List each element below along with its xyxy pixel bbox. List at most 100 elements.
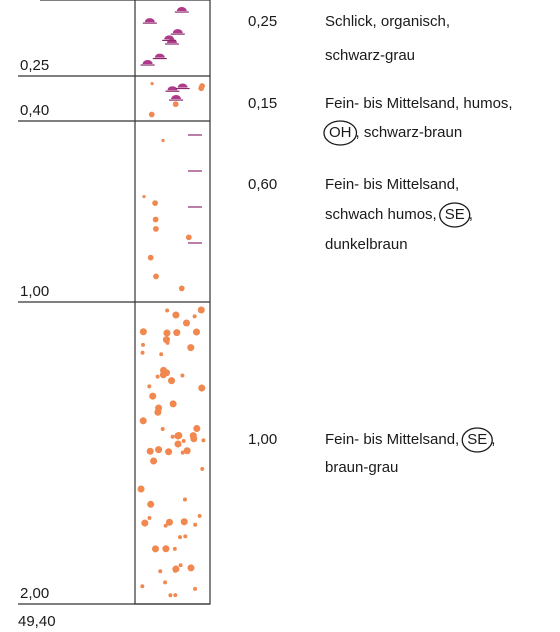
sand-dot [140,350,145,355]
sand-dot [152,226,159,232]
sand-dot [168,593,173,598]
sand-dot [152,200,158,206]
layer-description: , schwarz-braun [356,124,463,141]
sand-dot [163,523,168,528]
sand-dot [173,593,178,598]
thickness-label: 0,60 [248,176,277,193]
sand-dot [193,586,198,591]
sand-dot [152,216,159,223]
organic-mark [176,7,187,12]
sand-dot [172,565,180,573]
layer-description: Schlick, organisch, [325,13,450,30]
sand-dot [165,308,170,313]
sand-dot [162,369,171,377]
layer-description: Fein- bis Mittelsand, [325,176,459,193]
sand-dot [163,580,168,585]
organic-mark [167,86,178,91]
elevation-label: 49,40 [18,613,56,630]
sand-dot [168,377,176,385]
sand-dot [172,311,180,319]
sand-dot [182,497,187,502]
sand-dot [141,342,145,347]
sand-dot [198,384,206,392]
sand-dot [160,426,165,431]
sand-dot [185,234,192,241]
sand-dot [189,432,197,440]
soil-group-code: OH [329,124,352,141]
organic-mark [154,53,165,58]
sand-dot [159,352,164,357]
code-circle [439,202,471,228]
depth-label: 1,00 [20,283,49,300]
sand-dot [149,392,157,400]
sand-dot [150,82,154,86]
sand-dot [178,285,185,292]
sand-dot [182,319,190,327]
sand-dot [155,404,163,412]
code-circle [461,427,493,453]
sand-dot [201,438,206,443]
soil-group-code: SE [445,206,465,223]
sand-dot [175,431,183,439]
sand-dot [139,417,147,425]
code-circle [323,120,358,146]
sand-dot [197,513,202,518]
sand-dot [141,519,149,527]
sand-dot [150,457,158,465]
sand-dot [187,564,195,572]
sand-dot [155,374,160,379]
layer-description: dunkelbraun [325,236,408,253]
sand-dot [165,448,173,456]
sand-dot [147,500,155,508]
sand-dot [180,450,185,455]
sand-dot [155,446,163,454]
sand-dot [147,384,152,389]
sand-dot [178,563,183,568]
organic-mark [172,29,183,34]
sand-dot [169,400,177,408]
organic-mark [177,83,188,88]
sand-dot [162,545,170,553]
sand-dot [197,306,205,314]
thickness-label: 0,15 [248,95,277,112]
sand-dot [172,546,177,551]
sand-dot [139,328,147,336]
thickness-label: 1,00 [248,431,277,448]
sand-dot [146,447,154,455]
layer-description: , [491,431,495,448]
sand-dot [170,434,175,439]
layer-description: Fein- bis Mittelsand, [325,431,459,448]
soil-group-code: SE [467,431,487,448]
sand-dot [151,545,159,553]
layer-description: braun-grau [325,459,398,476]
sand-dot [158,569,163,574]
sand-dot [193,425,201,433]
sand-dot [147,254,154,261]
sand-dot [180,518,188,526]
depth-label: 2,00 [20,585,49,602]
sand-dot [140,584,145,589]
sand-dot [161,138,165,143]
sand-dot [192,328,201,336]
sand-dot [187,344,195,352]
sand-dot [174,440,182,448]
sand-dot [165,340,170,345]
layer-description: schwarz-grau [325,47,415,64]
sand-dot [147,515,152,520]
depth-label: 0,40 [20,102,49,119]
depth-label: 0,25 [20,57,49,74]
sand-dot [200,466,205,471]
sand-dot [193,522,198,527]
thickness-label: 0,25 [248,13,277,30]
sand-dot [183,534,188,539]
sand-dot [172,101,179,108]
organic-mark [144,18,155,23]
sand-dot [181,438,186,443]
sand-dot [153,273,159,280]
sand-dot [163,329,171,337]
sand-dot [173,329,181,337]
sand-dot [165,518,173,526]
sand-dot [183,447,191,455]
